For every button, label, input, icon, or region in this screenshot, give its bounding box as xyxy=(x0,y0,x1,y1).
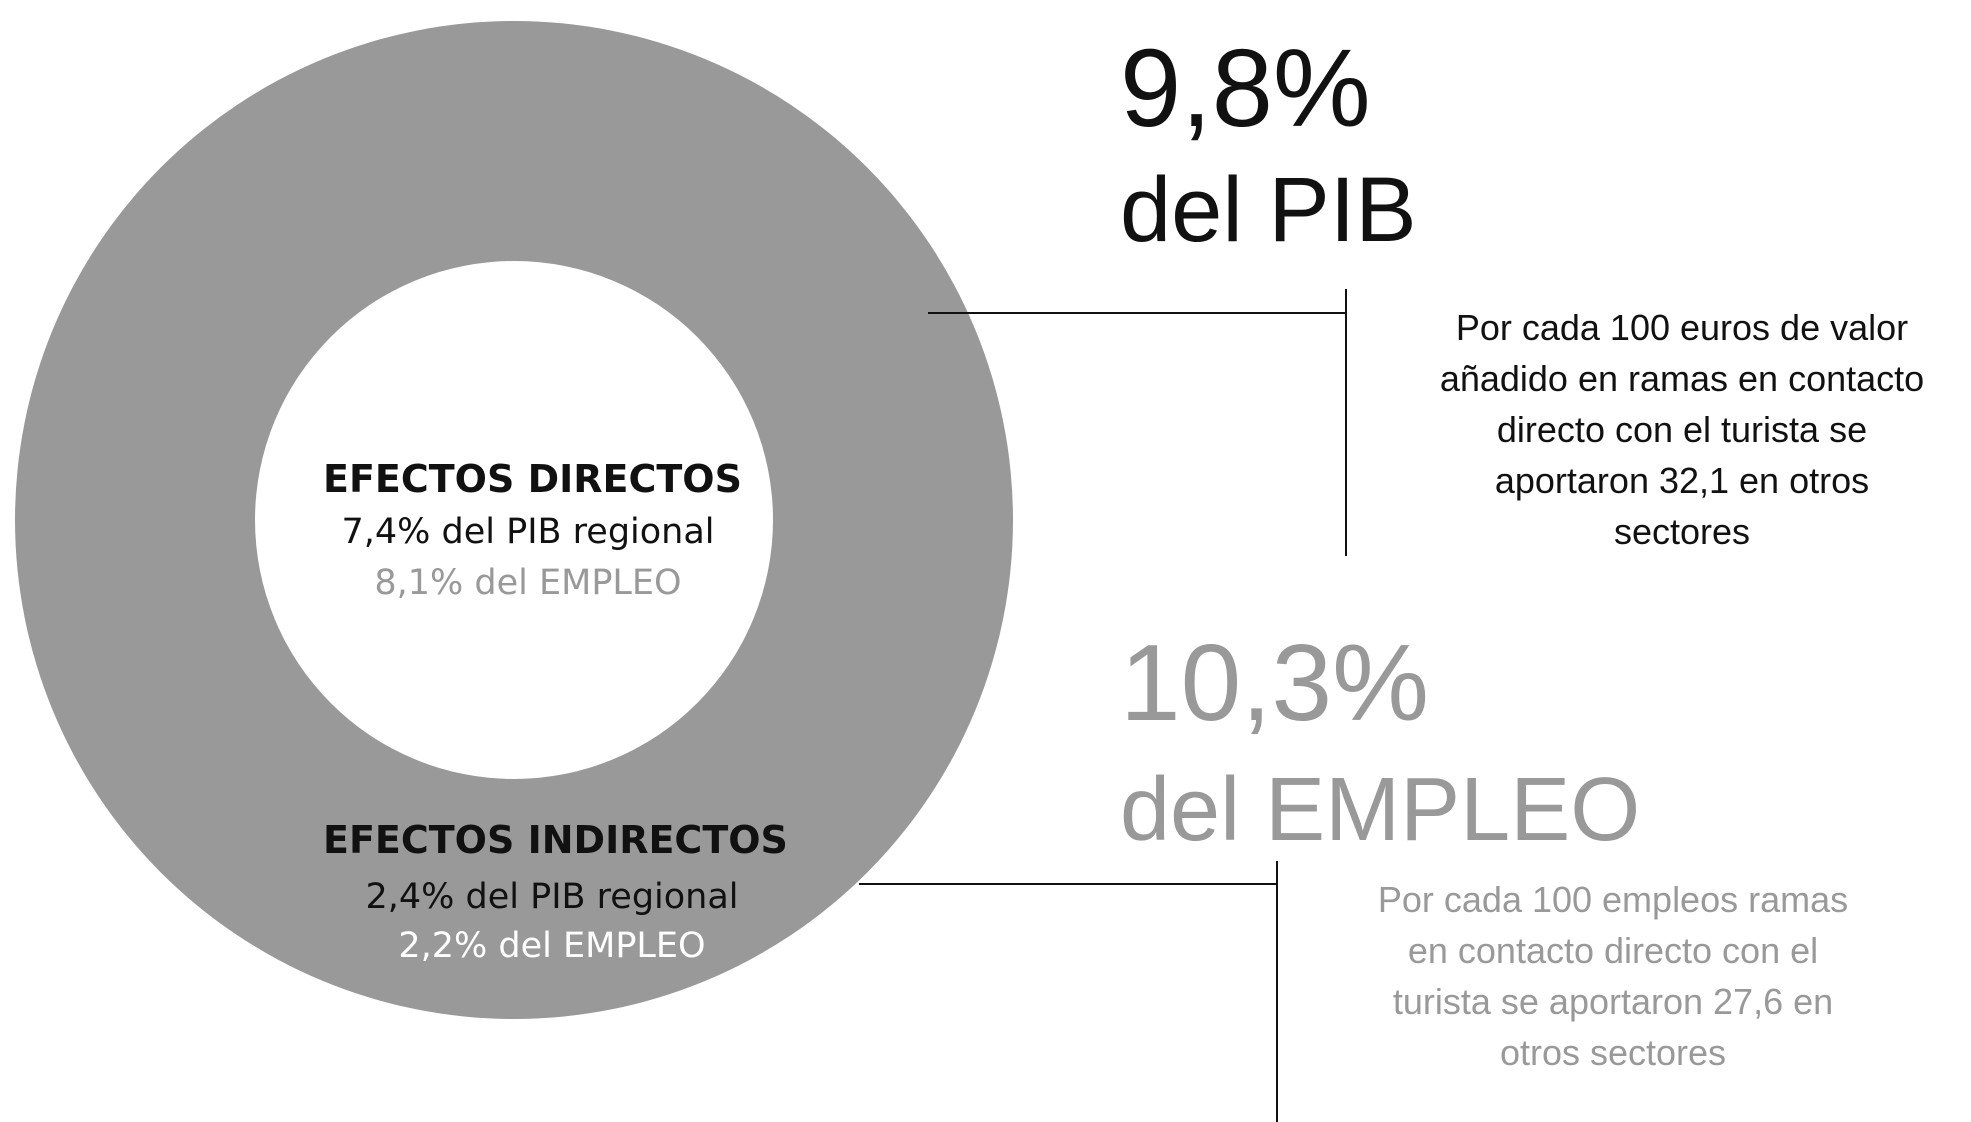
note-line: turista se aportaron 27,6 en xyxy=(1393,981,1833,1022)
note-line: añadido en ramas en contacto xyxy=(1440,358,1924,399)
employment-value: 10,3% xyxy=(1120,622,1429,744)
note-line: sectores xyxy=(1614,511,1750,552)
note-line: en contacto directo con el xyxy=(1408,930,1818,971)
note-line: otros sectores xyxy=(1500,1032,1726,1073)
gdp-value: 9,8% xyxy=(1120,27,1371,150)
note-line: directo con el turista se xyxy=(1497,409,1867,450)
note-line: Por cada 100 empleos ramas xyxy=(1378,879,1848,920)
employment-note: Por cada 100 empleos ramas en contacto di… xyxy=(1378,879,1848,1073)
note-line: aportaron 32,1 en otros xyxy=(1495,460,1869,501)
indirect-title: EFECTOS INDIRECTOS xyxy=(323,818,788,862)
direct-gdp: 7,4% del PIB regional xyxy=(341,512,714,552)
indirect-employment: 2,2% del EMPLEO xyxy=(398,926,705,966)
direct-employment: 8,1% del EMPLEO xyxy=(374,563,681,603)
direct-title: EFECTOS DIRECTOS xyxy=(323,457,742,501)
note-line: Por cada 100 euros de valor xyxy=(1456,307,1908,348)
gdp-note: Por cada 100 euros de valor añadido en ra… xyxy=(1440,307,1924,552)
inner-circle xyxy=(255,261,773,779)
employment-label: del EMPLEO xyxy=(1120,760,1640,860)
indirect-gdp: 2,4% del PIB regional xyxy=(365,877,738,917)
gdp-label: del PIB xyxy=(1120,159,1417,261)
